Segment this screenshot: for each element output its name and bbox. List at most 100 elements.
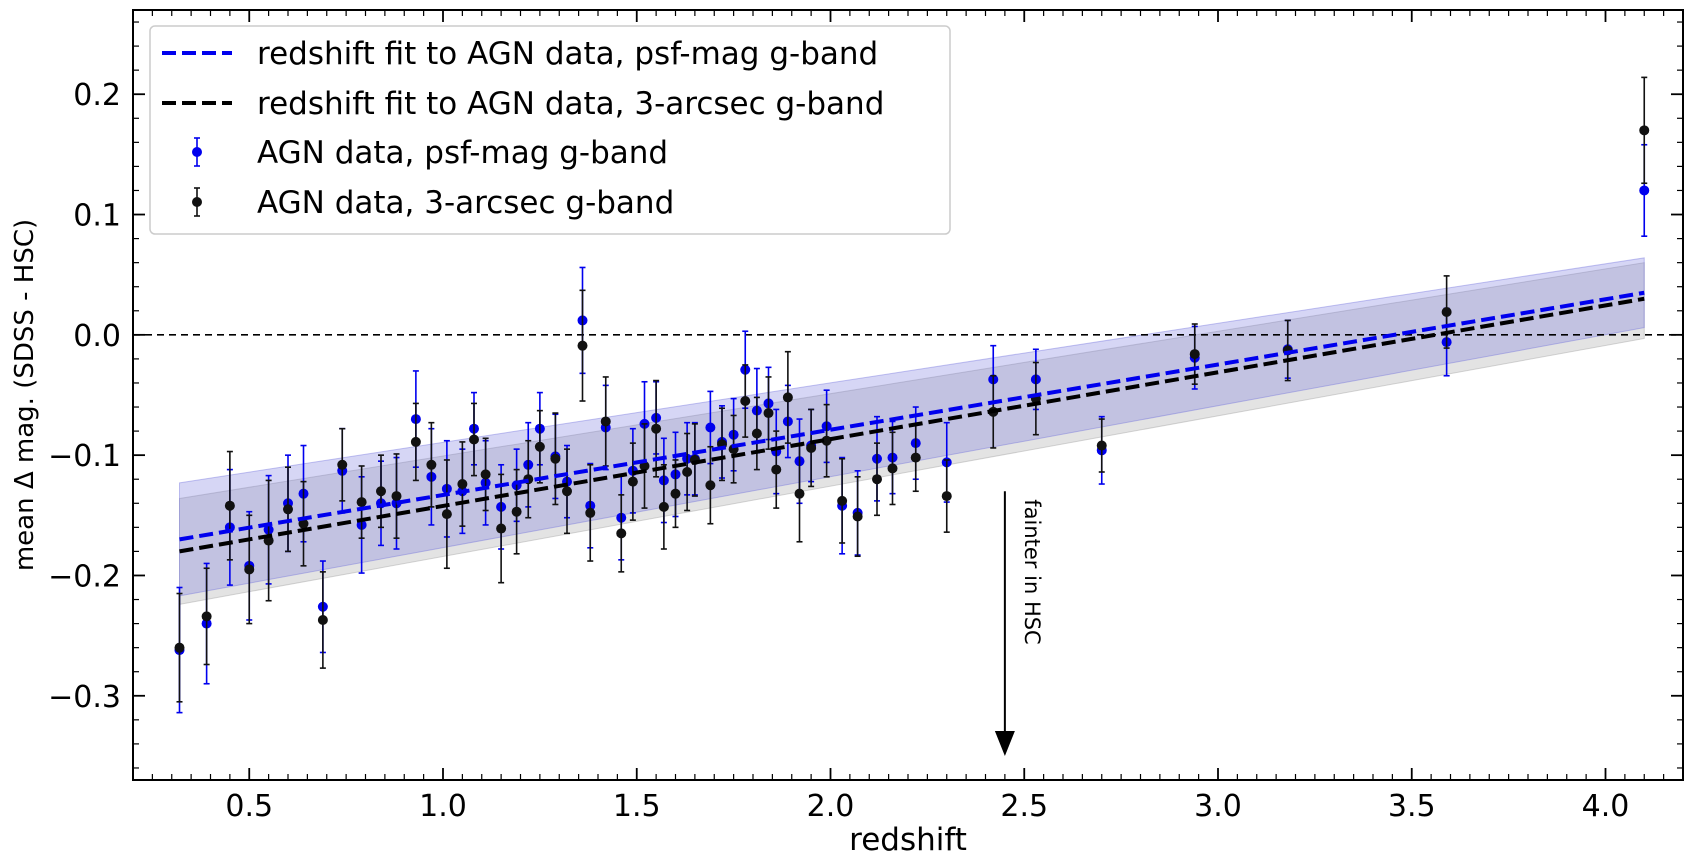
marker bbox=[457, 479, 468, 490]
marker bbox=[174, 642, 185, 653]
marker bbox=[585, 507, 596, 518]
data-point bbox=[337, 427, 348, 502]
data-point bbox=[670, 459, 681, 529]
data-point bbox=[1639, 76, 1650, 185]
marker bbox=[705, 480, 716, 491]
marker bbox=[751, 428, 762, 439]
marker bbox=[1441, 306, 1452, 317]
data-point bbox=[821, 403, 832, 478]
data-point bbox=[782, 350, 793, 444]
marker bbox=[562, 486, 572, 497]
data-point bbox=[771, 430, 782, 509]
data-point bbox=[740, 364, 751, 438]
y-axis-ticks: −0.3 −0.2 −0.1 0.0 0.1 0.2 bbox=[48, 21, 1683, 769]
data-point bbox=[263, 479, 274, 602]
marker bbox=[670, 488, 681, 499]
x-tick-label: 2.0 bbox=[807, 789, 855, 824]
data-point bbox=[298, 480, 309, 567]
marker bbox=[852, 511, 863, 522]
legend-swatch-marker bbox=[192, 147, 202, 157]
y-tick-label: −0.2 bbox=[48, 559, 121, 594]
legend-items: redshift fit to AGN data, psf-mag g-band… bbox=[162, 36, 884, 221]
marker bbox=[356, 497, 367, 508]
marker bbox=[705, 422, 716, 433]
data-point bbox=[391, 453, 402, 539]
marker bbox=[224, 500, 235, 511]
data-point bbox=[441, 459, 452, 570]
data-point bbox=[469, 402, 479, 477]
data-point bbox=[283, 466, 293, 553]
marker bbox=[201, 611, 212, 622]
fit-line-1 bbox=[179, 296, 1645, 554]
legend-label: AGN data, psf-mag g-band bbox=[257, 135, 668, 171]
marker bbox=[496, 523, 507, 534]
data-point bbox=[174, 592, 185, 703]
marker bbox=[550, 453, 561, 464]
data-point bbox=[457, 441, 468, 527]
data-point bbox=[941, 459, 952, 533]
data-point bbox=[1441, 275, 1452, 349]
marker bbox=[298, 518, 309, 529]
fainter-arrow-head bbox=[994, 730, 1015, 756]
x-tick-label: 0.5 bbox=[225, 789, 273, 824]
marker bbox=[283, 504, 293, 515]
marker bbox=[872, 474, 882, 485]
legend-label: redshift fit to AGN data, psf-mag g-band bbox=[257, 36, 878, 72]
marker bbox=[740, 396, 751, 407]
x-tick-label: 1.0 bbox=[419, 789, 467, 824]
marker bbox=[627, 476, 638, 487]
marker bbox=[469, 434, 479, 445]
data-point bbox=[1189, 323, 1200, 385]
marker bbox=[1639, 185, 1650, 196]
data-point bbox=[627, 442, 638, 521]
marker bbox=[391, 491, 402, 502]
legend-swatch-marker bbox=[192, 197, 202, 207]
data-point bbox=[356, 465, 367, 539]
marker bbox=[244, 564, 255, 575]
data-point bbox=[600, 376, 611, 467]
legend-item-0: redshift fit to AGN data, psf-mag g-band bbox=[162, 36, 878, 72]
data-point bbox=[201, 567, 212, 666]
data-point bbox=[410, 402, 421, 482]
marker bbox=[910, 452, 921, 463]
y-tick-label: −0.3 bbox=[48, 680, 121, 715]
x-tick-label: 4.0 bbox=[1582, 789, 1630, 824]
data-point bbox=[658, 463, 669, 550]
x-tick-label: 3.5 bbox=[1388, 789, 1436, 824]
data-points bbox=[174, 76, 1650, 714]
marker bbox=[337, 459, 348, 470]
annotation-text: fainter in HSC bbox=[1020, 499, 1044, 644]
marker bbox=[426, 459, 437, 470]
legend: redshift fit to AGN data, psf-mag g-band… bbox=[149, 25, 951, 235]
y-tick-label: 0.1 bbox=[73, 199, 121, 234]
x-tick-label: 3.0 bbox=[1194, 789, 1242, 824]
y-tick-label: −0.1 bbox=[48, 439, 121, 474]
data-point bbox=[585, 463, 596, 562]
marker bbox=[410, 436, 421, 447]
y-tick-label: 0.0 bbox=[73, 319, 121, 354]
marker bbox=[763, 408, 774, 419]
marker bbox=[376, 486, 386, 497]
legend-item-3: AGN data, 3-arcsec g-band bbox=[192, 185, 674, 221]
x-tick-label: 2.5 bbox=[1000, 789, 1048, 824]
fit-lines bbox=[179, 290, 1645, 554]
data-point bbox=[852, 476, 863, 558]
data-point bbox=[616, 494, 627, 573]
fit-band-1 bbox=[179, 262, 1645, 605]
marker bbox=[600, 416, 611, 427]
y-axis-label: mean Δ mag. (SDSS - HSC) bbox=[10, 219, 40, 571]
marker bbox=[658, 501, 669, 512]
marker bbox=[441, 509, 452, 520]
marker bbox=[1639, 125, 1650, 136]
data-point bbox=[317, 571, 328, 669]
data-point bbox=[887, 431, 898, 506]
marker bbox=[771, 464, 782, 475]
marker bbox=[782, 392, 793, 403]
marker bbox=[941, 491, 952, 502]
marker bbox=[616, 528, 627, 539]
legend-label: AGN data, 3-arcsec g-band bbox=[257, 185, 674, 221]
legend-item-2: AGN data, psf-mag g-band bbox=[192, 135, 668, 171]
marker bbox=[821, 435, 832, 446]
marker bbox=[837, 495, 848, 506]
